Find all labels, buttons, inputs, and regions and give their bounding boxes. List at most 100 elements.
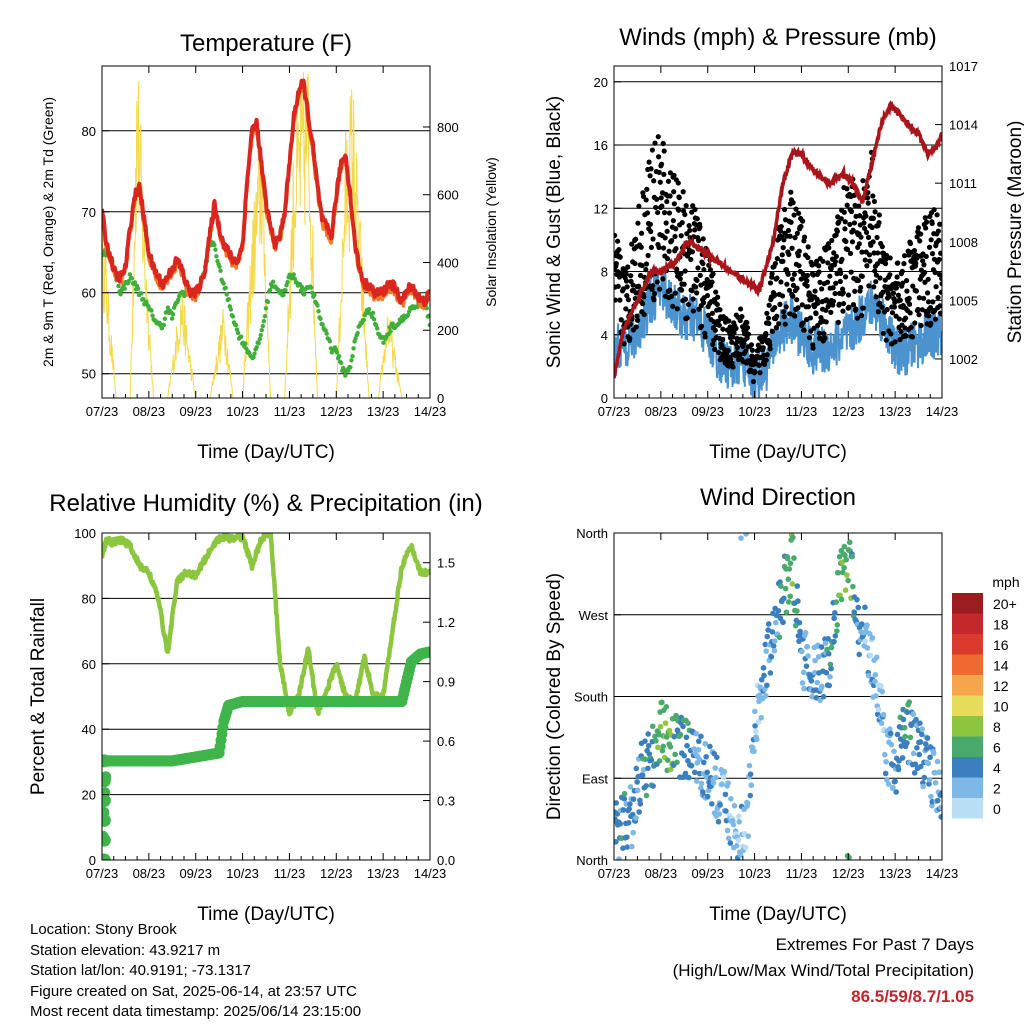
gust-point bbox=[887, 272, 893, 278]
gust-point bbox=[895, 281, 901, 287]
direction-point bbox=[758, 676, 765, 683]
series-relative-humidity bbox=[102, 533, 430, 717]
dewpoint-point bbox=[350, 354, 355, 359]
gust-point bbox=[812, 288, 818, 294]
gust-point bbox=[676, 194, 682, 201]
direction-point bbox=[814, 679, 820, 686]
direction-point bbox=[790, 534, 796, 541]
gust-point bbox=[774, 256, 780, 262]
direction-point bbox=[700, 789, 706, 795]
direction-point bbox=[747, 771, 754, 778]
direction-point bbox=[934, 797, 941, 804]
gust-point bbox=[664, 256, 671, 262]
dewpoint-point bbox=[129, 276, 135, 281]
direction-point bbox=[645, 731, 651, 737]
direction-point bbox=[701, 759, 707, 766]
gust-point bbox=[937, 303, 942, 309]
gust-point bbox=[772, 292, 778, 298]
gust-point bbox=[674, 306, 680, 312]
gust-point bbox=[734, 344, 740, 351]
gust-point bbox=[749, 347, 756, 353]
gust-point bbox=[633, 324, 639, 330]
direction-point bbox=[841, 543, 848, 550]
gust-point bbox=[803, 316, 810, 323]
dewpoint-point bbox=[234, 327, 240, 332]
gust-point bbox=[649, 147, 655, 153]
dewpoint-point bbox=[135, 286, 141, 291]
dewpoint-point bbox=[118, 292, 123, 297]
gust-point bbox=[656, 169, 662, 176]
direction-point bbox=[910, 750, 917, 757]
dewpoint-point bbox=[212, 242, 217, 248]
direction-point bbox=[780, 619, 786, 626]
gust-point bbox=[871, 198, 878, 205]
direction-point bbox=[910, 711, 917, 718]
direction-point bbox=[835, 569, 841, 576]
gust-point bbox=[659, 203, 665, 209]
direction-point bbox=[693, 778, 700, 784]
gust-point bbox=[776, 321, 782, 327]
direction-point bbox=[695, 746, 702, 753]
direction-point bbox=[799, 648, 805, 655]
direction-point bbox=[925, 760, 932, 767]
gust-point bbox=[625, 297, 632, 303]
gust-point bbox=[721, 346, 727, 352]
gust-point bbox=[898, 329, 904, 335]
legend-label: 6 bbox=[993, 740, 1001, 756]
gust-point bbox=[847, 250, 854, 257]
direction-point bbox=[762, 641, 769, 648]
gust-point bbox=[935, 294, 941, 301]
gust-point bbox=[700, 236, 706, 242]
direction-point bbox=[681, 752, 688, 759]
gust-point bbox=[660, 276, 666, 282]
gust-point bbox=[695, 265, 701, 271]
direction-point bbox=[878, 683, 884, 689]
direction-point bbox=[801, 685, 807, 692]
gust-point bbox=[681, 281, 687, 287]
gust-point bbox=[867, 258, 873, 264]
legend-label: 2 bbox=[993, 781, 1001, 797]
gust-point bbox=[783, 304, 789, 310]
direction-point bbox=[791, 555, 797, 561]
direction-point bbox=[888, 741, 895, 748]
x-tick-label: 14/23 bbox=[926, 866, 959, 881]
precipitation-point bbox=[102, 794, 111, 808]
gust-point bbox=[660, 140, 666, 147]
y-tick-label: West bbox=[579, 608, 609, 623]
direction-point bbox=[639, 772, 646, 779]
x-tick-label: 08/23 bbox=[645, 866, 678, 881]
gust-point bbox=[897, 297, 903, 303]
gust-point bbox=[778, 228, 784, 234]
direction-point bbox=[879, 688, 886, 695]
direction-point bbox=[842, 552, 848, 559]
direction-point bbox=[710, 780, 717, 786]
y2-tick-label: 400 bbox=[437, 255, 459, 270]
direction-point bbox=[685, 720, 691, 727]
direction-point bbox=[827, 661, 834, 668]
gust-point bbox=[670, 218, 676, 224]
gust-point bbox=[719, 342, 725, 348]
gust-point bbox=[627, 335, 633, 342]
direction-point bbox=[655, 744, 661, 751]
dewpoint-point bbox=[355, 330, 360, 336]
gust-point bbox=[704, 292, 711, 299]
direction-point bbox=[715, 818, 722, 825]
direction-point bbox=[627, 784, 634, 790]
gust-point bbox=[657, 179, 663, 185]
gust-point bbox=[773, 325, 779, 331]
gust-point bbox=[644, 186, 650, 192]
dewpoint-point bbox=[230, 314, 236, 319]
y-axis-label: Percent & Total Rainfall bbox=[28, 598, 49, 795]
direction-point bbox=[799, 680, 806, 686]
gust-point bbox=[813, 310, 819, 317]
gust-point bbox=[678, 287, 685, 293]
gust-point bbox=[838, 216, 844, 222]
gust-point bbox=[789, 245, 795, 251]
y2-tick-label: 0.3 bbox=[437, 794, 455, 809]
legend-swatch bbox=[952, 593, 983, 614]
gust-point bbox=[796, 210, 802, 216]
gust-point bbox=[886, 293, 892, 300]
gust-point bbox=[934, 212, 940, 218]
direction-point bbox=[643, 792, 650, 799]
direction-point bbox=[775, 607, 782, 614]
